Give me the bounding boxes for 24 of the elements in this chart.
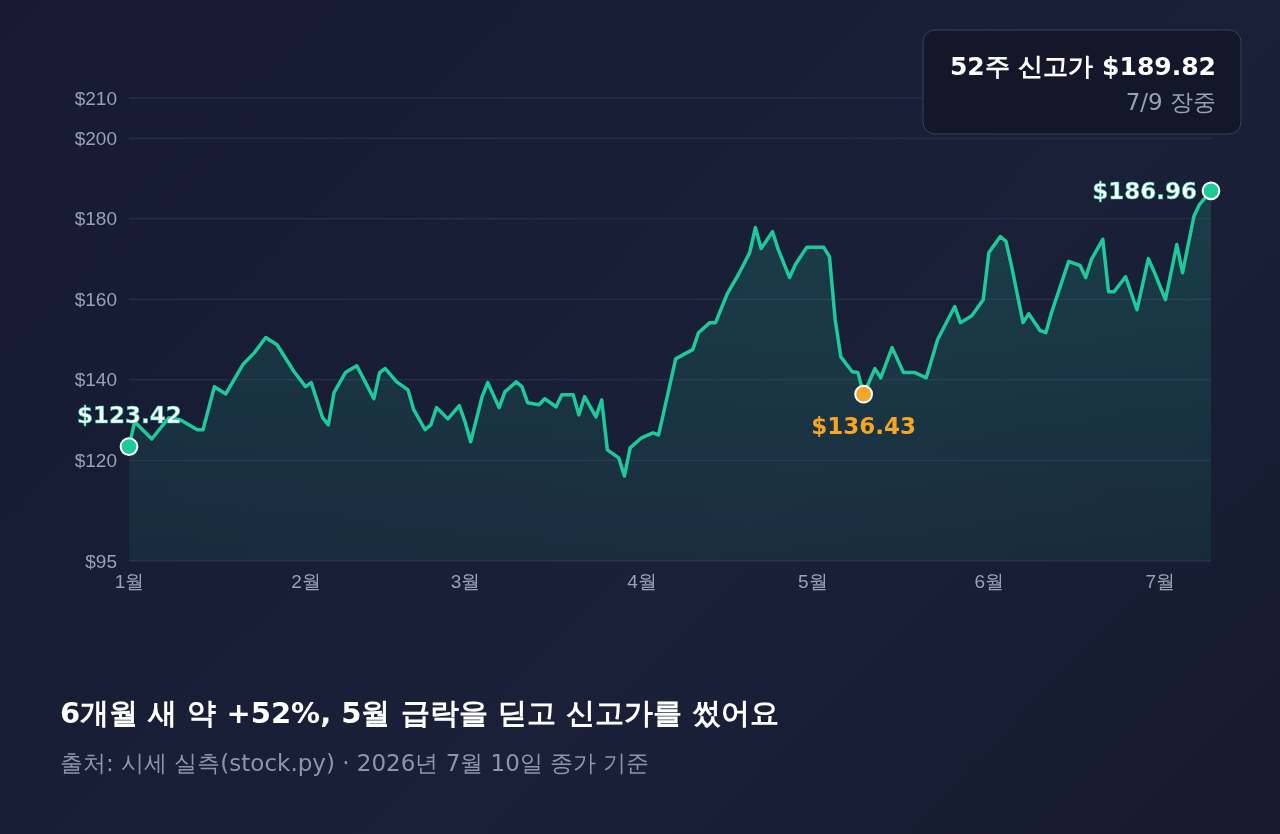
data-label: $123.42 (77, 401, 182, 428)
x-tick-label: 5월 (798, 571, 828, 593)
x-tick-label: 4월 (627, 571, 657, 593)
text: 52주 신고가 $189.82 (949, 52, 1216, 81)
point (1201, 181, 1221, 201)
x-tick-label: 1월 (114, 571, 145, 593)
y-tick-label: $160 (74, 288, 117, 310)
x-tick-label: 7월 (1145, 571, 1176, 593)
data-label: $186.96 (1092, 177, 1197, 204)
annotation: 7/9 장중 (1125, 89, 1216, 115)
source-note: 출처: 시세 실측(stock.py) · 2026년 7월 10일 종가 기준 (60, 750, 650, 776)
text: 6개월 새 약 +52%, 5월 급락을 딛고 신고가를 썼어요 (60, 696, 779, 730)
y-tick-label: $120 (74, 449, 117, 471)
point (854, 384, 873, 404)
x-tick-label: 2월 (291, 571, 321, 593)
y-tick-label: $140 (74, 369, 117, 391)
y-tick-label: $200 (74, 127, 117, 149)
point (119, 437, 139, 456)
y-tick-label: $95 (85, 550, 117, 572)
x-tick-label: 3월 (450, 571, 481, 593)
data-label: $136.43 (811, 413, 916, 440)
y-tick-label: $210 (74, 87, 117, 109)
y-tick-label: $180 (74, 208, 117, 230)
x-tick-label: 6월 (974, 571, 1005, 593)
